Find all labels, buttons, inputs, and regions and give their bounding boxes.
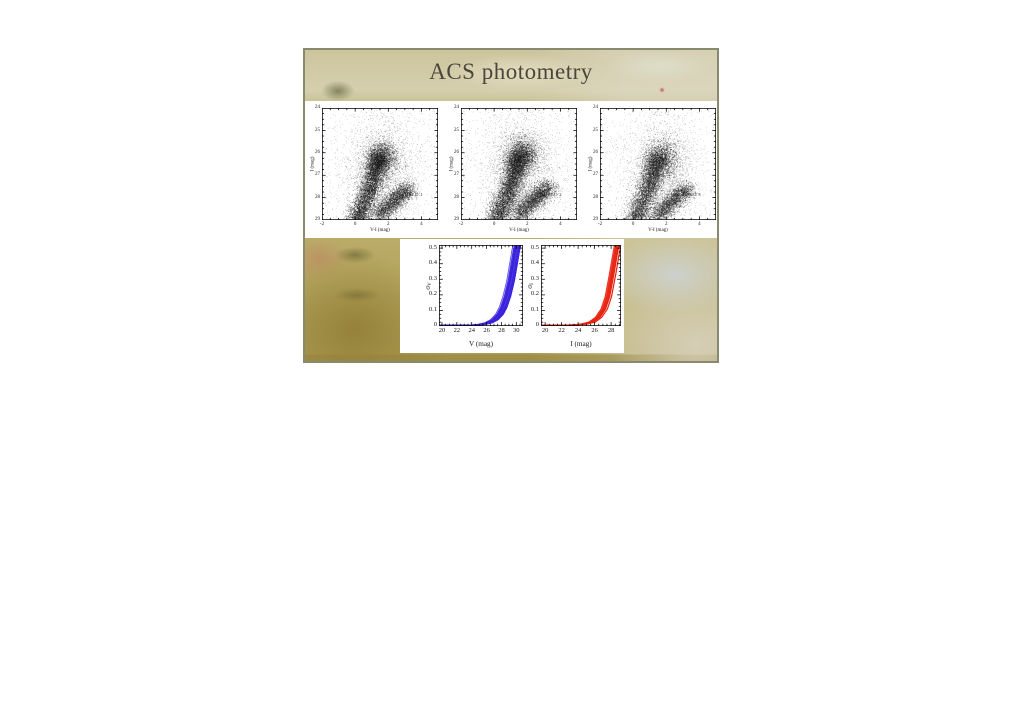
x-tick-label: 24 — [468, 326, 475, 334]
sigma-subscript: V — [428, 281, 434, 286]
y-tick-label: 0.3 — [428, 274, 437, 282]
cmd-plot-strip: -2 0 2 4 24 25 26 27 28 29 V-I (mag) I (mag) HALO 1 … — [305, 101, 717, 238]
y-tick-label: 26 — [454, 150, 459, 156]
x-tick-label: 2 — [387, 221, 390, 227]
y-tick-label: 29 — [593, 217, 598, 223]
y-tick-label: 27 — [315, 172, 320, 178]
sigma-v-error-plot: 20 22 24 26 28 30 0 0.1 0.2 0.3 0.4 0.5 V (mag) σV — [400, 239, 523, 352]
y-tick-label: 24 — [593, 105, 598, 111]
y-axis-label: I (mag) — [310, 156, 316, 172]
x-tick-label: 20 — [438, 326, 446, 334]
y-tick-label: 25 — [454, 127, 459, 133]
x-tick-label: 2 — [665, 221, 668, 227]
x-tick-label: -2 — [458, 221, 464, 227]
y-tick-label: 0.4 — [428, 259, 437, 267]
y-tick-label: 0.2 — [428, 290, 437, 298]
y-tick-label: 0 — [535, 321, 539, 329]
y-tick-label: 25 — [315, 127, 320, 133]
x-tick-label: 20 — [541, 326, 549, 334]
error-curve-canvas — [541, 245, 621, 326]
cmd-scatter-canvas — [600, 108, 716, 220]
x-tick-label: 0 — [631, 221, 635, 227]
x-tick-label: 28 — [607, 326, 615, 334]
error-curve-canvas — [439, 245, 523, 326]
y-tick-label: 29 — [315, 217, 320, 223]
y-tick-label: 28 — [593, 194, 598, 200]
x-tick-label: -2 — [319, 221, 325, 227]
y-tick-label: 26 — [315, 150, 320, 156]
y-tick-label: 27 — [593, 172, 598, 178]
y-tick-label: 28 — [454, 194, 459, 200]
y-tick-label: 0.1 — [530, 305, 539, 313]
x-tick-label: 4 — [559, 221, 562, 227]
sigma-symbol: σ — [525, 284, 534, 289]
x-tick-label: 22 — [453, 326, 461, 334]
presentation-slide: ACS photometry -2 0 2 4 24 25 26 27 28 29 V-I (mag… — [303, 48, 719, 363]
y-tick-label: 0.5 — [428, 243, 437, 251]
x-tick-label: 26 — [483, 326, 490, 334]
sigma-subscript: I — [530, 282, 536, 285]
halo-field-label: HALO 2 — [543, 192, 562, 198]
x-tick-label: 22 — [558, 326, 565, 334]
halo-field-label: HALO 3 — [682, 192, 701, 198]
y-tick-label: 0.5 — [530, 243, 539, 251]
slide-title: ACS photometry — [429, 59, 593, 84]
x-axis-label: V-I (mag) — [370, 227, 390, 233]
y-tick-label: 0.4 — [530, 259, 539, 267]
cmd-plot-halo-2: -2 0 2 4 24 25 26 27 28 29 V-I (mag) I (mag) HALO 2 — [444, 101, 582, 238]
y-axis-label: I (mag) — [588, 156, 594, 172]
y-tick-label: 0.1 — [428, 305, 437, 313]
cmd-scatter-canvas — [322, 108, 438, 220]
x-tick-label: 28 — [498, 326, 505, 334]
x-axis-label: I (mag) — [570, 340, 592, 348]
x-axis-label: V-I (mag) — [509, 227, 529, 233]
y-tick-label: 0.2 — [530, 290, 539, 298]
y-axis-label: σV — [423, 281, 434, 290]
y-tick-label: 28 — [315, 194, 320, 200]
y-tick-label: 29 — [454, 217, 459, 223]
y-axis-label: I (mag) — [449, 156, 455, 172]
y-axis-label: σI — [525, 282, 536, 289]
x-tick-label: 26 — [591, 326, 598, 334]
x-tick-label: 0 — [353, 221, 357, 227]
y-tick-label: 27 — [454, 172, 459, 178]
x-tick-label: 2 — [526, 221, 529, 227]
error-plot-panel: 20 22 24 26 28 30 0 0.1 0.2 0.3 0.4 0.5 V (mag) σV 20… — [400, 239, 624, 353]
halo-field-label: HALO 1 — [404, 192, 423, 198]
y-tick-label: 0 — [433, 321, 437, 329]
cmd-plot-halo-3: -2 0 2 4 24 25 26 27 28 29 V-I (mag) I (mag) HALO 3 — [583, 101, 721, 238]
y-tick-label: 26 — [593, 150, 598, 156]
x-tick-label: 4 — [698, 221, 701, 227]
sigma-i-error-plot: 20 22 24 26 28 0 0.1 0.2 0.3 0.4 0.5 I (mag) σI — [512, 239, 624, 352]
sigma-symbol: σ — [423, 285, 432, 290]
y-tick-label: 25 — [593, 127, 598, 133]
x-tick-label: 0 — [492, 221, 496, 227]
x-tick-label: -2 — [597, 221, 603, 227]
y-tick-label: 24 — [315, 105, 320, 111]
y-tick-label: 0.3 — [530, 274, 539, 282]
x-axis-label: V-I (mag) — [648, 227, 668, 233]
cmd-plot-halo-1: -2 0 2 4 24 25 26 27 28 29 V-I (mag) I (mag) HALO 1 — [305, 101, 443, 238]
x-tick-label: 4 — [420, 221, 423, 227]
x-tick-label: 24 — [574, 326, 582, 334]
x-tick-label: 30 — [513, 326, 520, 334]
y-tick-label: 24 — [454, 105, 459, 111]
cmd-scatter-canvas — [461, 108, 577, 220]
x-axis-label: V (mag) — [468, 340, 494, 348]
